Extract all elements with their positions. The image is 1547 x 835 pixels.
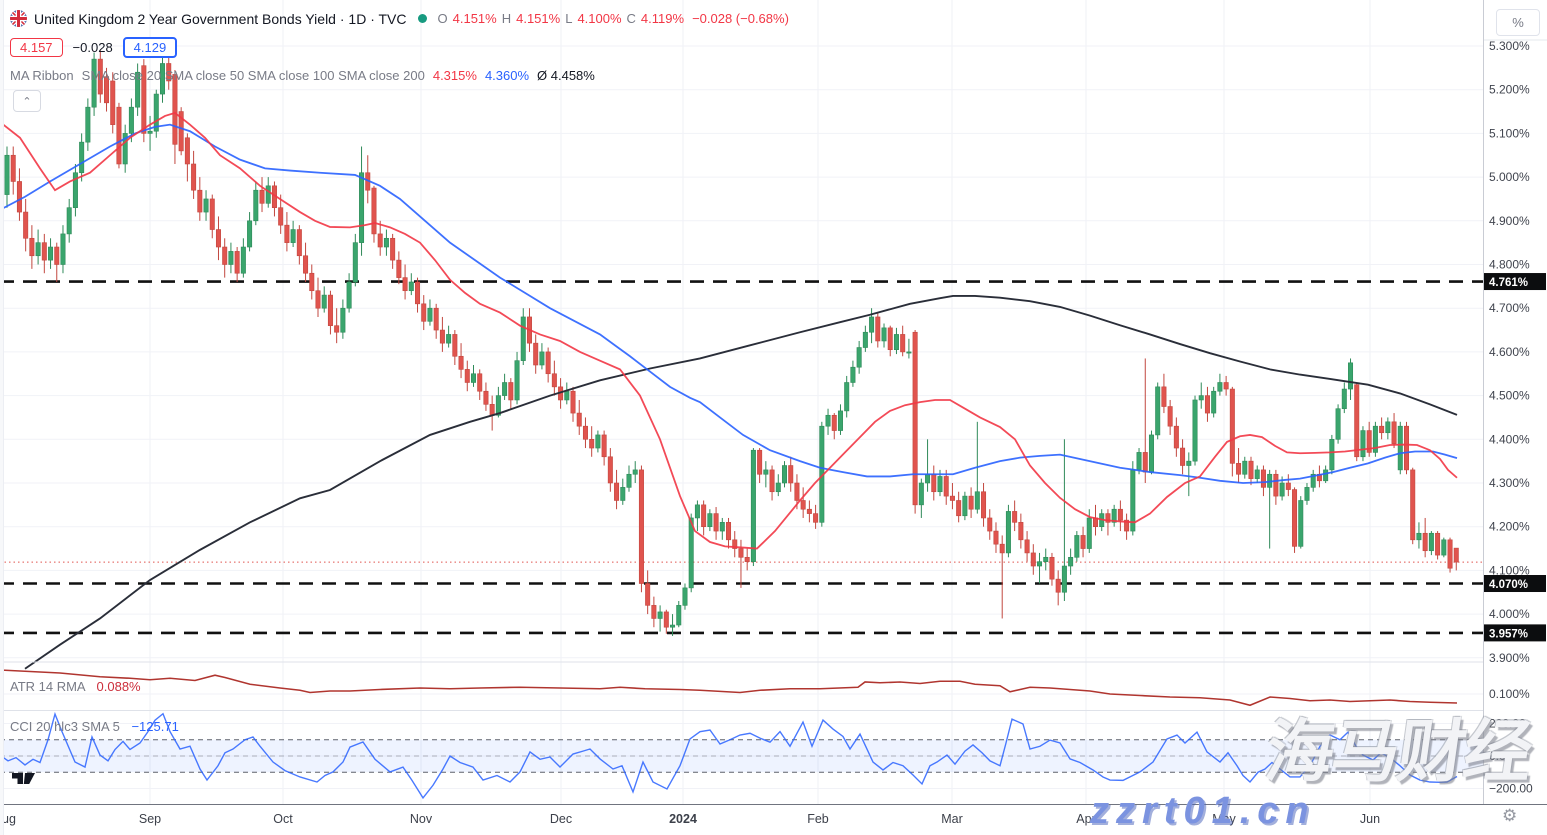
tradingview-logo-icon[interactable] xyxy=(12,771,36,792)
grid-horizontal xyxy=(0,45,1483,789)
symbol-title[interactable]: United Kingdom 2 Year Government Bonds Y… xyxy=(34,10,407,27)
scale-tick: 4.200% xyxy=(1489,520,1530,534)
time-axis-label: Feb xyxy=(807,812,829,826)
grid-vertical xyxy=(149,0,1371,804)
sma-fast-line xyxy=(0,111,1458,550)
svg-text:3.957%: 3.957% xyxy=(1489,628,1528,640)
scale-tick: 4.000% xyxy=(1489,607,1530,621)
scale-tick: 4.300% xyxy=(1489,476,1530,490)
scale-tick: 200.00 xyxy=(1489,717,1526,731)
scale-tick: 4.700% xyxy=(1489,301,1530,315)
low-value: 4.100% xyxy=(577,11,622,26)
atr-label: ATR 14 RMA xyxy=(10,679,85,694)
ma-ribbon-params: SMA close 20 SMA close 50 SMA close 100 … xyxy=(81,68,425,83)
market-status-icon[interactable] xyxy=(417,14,427,23)
ma-average-value: Ø 4.458% xyxy=(537,68,595,83)
bid-price-box[interactable]: 4.157 xyxy=(10,38,63,57)
close-label: C xyxy=(626,11,636,26)
high-value: 4.151% xyxy=(516,11,561,26)
scale-tick: 0.00 xyxy=(1489,749,1513,763)
sma-long-line xyxy=(24,295,1458,670)
legend-collapse-button[interactable]: ⌃ xyxy=(13,90,41,112)
scale-tick: 3.900% xyxy=(1489,651,1530,665)
chevron-up-icon: ⌃ xyxy=(22,95,32,108)
scale-tick: 5.100% xyxy=(1489,126,1530,140)
cci-label: CCI 20 hlc3 SMA 5 xyxy=(10,719,120,734)
time-axis-label: May xyxy=(1212,812,1236,826)
ask-price-box[interactable]: 4.129 xyxy=(122,37,178,58)
time-axis[interactable]: ug Sep Oct Nov Dec 2024 Feb Mar Apr May Jun xyxy=(0,804,1547,835)
quote-change: −0.028 xyxy=(72,40,113,55)
time-axis-label: Nov xyxy=(410,812,433,826)
price-scale[interactable]: 5.300% 5.200% 5.100% 5.000% 4.900% 4.800% 4.70… xyxy=(1483,0,1547,835)
cci-band xyxy=(0,739,1483,773)
time-axis-label: 2024 xyxy=(669,812,697,826)
svg-text:4.761%: 4.761% xyxy=(1489,277,1528,289)
ma-slow-value: 4.360% xyxy=(484,68,530,83)
sma-slow-line xyxy=(0,123,1458,484)
cci-line xyxy=(0,711,1458,800)
scale-tick: 5.200% xyxy=(1489,83,1530,97)
cci-pane-legend[interactable]: CCI 20 hlc3 SMA 5 −125.71 xyxy=(10,719,179,734)
watermark-site: zzrt01.cn xyxy=(1090,790,1316,832)
cci-value: −125.71 xyxy=(131,719,179,734)
atr-pane-legend[interactable]: ATR 14 RMA 0.088% xyxy=(10,679,141,694)
svg-text:4.070%: 4.070% xyxy=(1489,579,1528,591)
time-axis-label: Mar xyxy=(941,812,963,826)
time-axis-label: Apr xyxy=(1076,812,1095,826)
ohlc-readout: O 4.151% H 4.151% L 4.100% C 4.119% −0.028 (… xyxy=(438,11,789,26)
time-axis-label: Jun xyxy=(1360,812,1380,826)
left-toolbar-strip xyxy=(0,0,4,835)
open-value: 4.151% xyxy=(452,11,497,26)
gear-icon[interactable]: ⚙ xyxy=(1502,806,1518,825)
uk-flag-icon xyxy=(10,10,27,27)
scale-tick: 5.000% xyxy=(1489,170,1530,184)
scale-tick: 4.100% xyxy=(1489,563,1530,577)
time-axis-label: Oct xyxy=(273,812,293,826)
time-axis-label: Sep xyxy=(139,812,161,826)
price-scale-unit-button[interactable]: % xyxy=(1496,9,1540,36)
level-price-tags: 4.761% 4.070% 3.957% xyxy=(1484,273,1546,642)
low-label: L xyxy=(565,11,573,26)
open-label: O xyxy=(437,11,448,26)
atr-line xyxy=(0,669,1458,707)
time-axis-label: Dec xyxy=(550,812,572,826)
ma-fast-value: 4.315% xyxy=(432,68,477,83)
scale-tick: 4.900% xyxy=(1489,214,1530,228)
change-value: −0.028 (−0.68%) xyxy=(692,11,789,26)
scale-tick: 4.800% xyxy=(1489,258,1530,272)
time-axis-label: ug xyxy=(2,812,16,826)
quote-row: 4.157 −0.028 4.129 xyxy=(10,37,178,58)
scale-tick: 0.100% xyxy=(1489,687,1530,701)
scale-tick: −200.00 xyxy=(1489,782,1533,796)
high-label: H xyxy=(501,11,512,26)
close-value: 4.119% xyxy=(640,11,685,26)
scale-tick: 4.600% xyxy=(1489,345,1530,359)
scale-tick: 5.300% xyxy=(1489,39,1530,53)
ma-ribbon-name: MA Ribbon xyxy=(10,68,74,83)
level-lines[interactable] xyxy=(0,280,1483,635)
ma-ribbon-legend[interactable]: MA Ribbon SMA close 20 SMA close 50 SMA … xyxy=(10,68,595,83)
scale-tick: 4.400% xyxy=(1489,432,1530,446)
watermark-brand: 海马财经 xyxy=(1260,714,1536,790)
symbol-header[interactable]: United Kingdom 2 Year Government Bonds Y… xyxy=(10,10,789,27)
atr-value: 0.088% xyxy=(96,679,141,694)
scale-tick: 4.500% xyxy=(1489,389,1530,403)
candles[interactable] xyxy=(4,48,1459,636)
